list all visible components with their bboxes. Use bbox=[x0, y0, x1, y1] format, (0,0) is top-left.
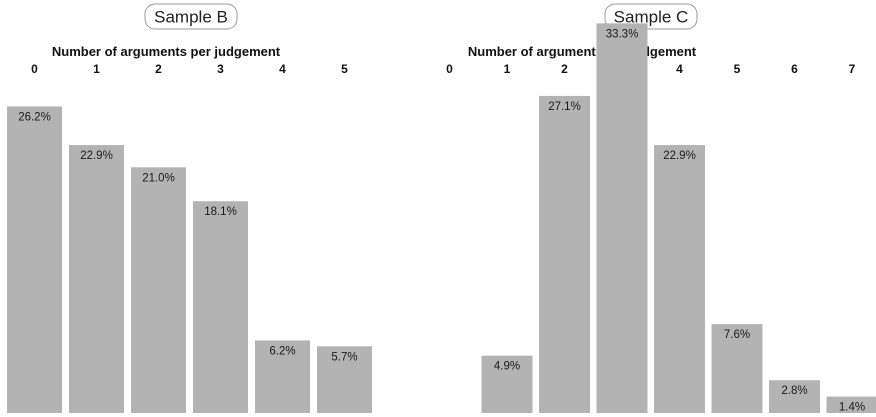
data-label: 26.2% bbox=[18, 111, 51, 123]
bar bbox=[826, 396, 876, 413]
data-label: 22.9% bbox=[663, 150, 696, 162]
bar bbox=[193, 201, 248, 413]
x-tick-label: 0 bbox=[446, 62, 453, 76]
data-label: 22.9% bbox=[80, 150, 113, 162]
bar bbox=[539, 95, 590, 414]
x-tick-labels: 0 1 2 3 4 5 bbox=[31, 62, 348, 76]
bar bbox=[596, 23, 648, 413]
x-tick-label: 1 bbox=[504, 62, 511, 76]
data-label: 6.2% bbox=[269, 345, 295, 357]
bar-series: 26.2% 22.9% 21.0% 18.1% 6.2% 5.7% bbox=[7, 106, 372, 414]
bar bbox=[481, 355, 533, 413]
data-label: 4.9% bbox=[494, 361, 520, 373]
bar bbox=[69, 145, 124, 413]
x-tick-label: 4 bbox=[676, 62, 683, 76]
chart-title-box bbox=[604, 3, 698, 30]
data-label: 33.3% bbox=[606, 28, 639, 40]
bar bbox=[131, 167, 186, 413]
x-tick-labels: 01234567 bbox=[446, 62, 856, 76]
bar-series: 4.9% 27.1% 33.3% 22.9% 7.6% 2.8% 1.4% bbox=[481, 23, 876, 414]
x-tick-label: 2 bbox=[155, 62, 162, 76]
x-tick-label: 0 bbox=[31, 62, 38, 76]
data-label: 2.8% bbox=[781, 385, 807, 397]
x-tick-label: 4 bbox=[279, 62, 286, 76]
data-label: 18.1% bbox=[204, 206, 237, 218]
bar bbox=[769, 380, 820, 413]
x-axis-title: Number of arguments per judgement bbox=[468, 44, 697, 59]
chart-panel-sample-c: Sample C Number of arguments per judgeme… bbox=[446, 3, 876, 414]
x-tick-label: 5 bbox=[341, 62, 348, 76]
data-label: 1.4% bbox=[839, 402, 865, 414]
chart-title: Sample B bbox=[154, 8, 228, 27]
chart-title: Sample C bbox=[614, 8, 689, 27]
x-tick-label: 7 bbox=[849, 62, 856, 76]
bar bbox=[654, 145, 705, 413]
x-tick-label: 3 bbox=[217, 62, 224, 76]
x-tick-label: 2 bbox=[561, 62, 568, 76]
bar bbox=[317, 346, 372, 413]
bar bbox=[711, 324, 763, 413]
data-label: 5.7% bbox=[331, 351, 357, 363]
x-tick-label: 1 bbox=[93, 62, 100, 76]
data-label: 7.6% bbox=[724, 329, 750, 341]
data-label: 27.1% bbox=[548, 101, 581, 113]
bar bbox=[7, 106, 62, 414]
x-tick-label: 6 bbox=[791, 62, 798, 76]
x-tick-label: 5 bbox=[734, 62, 741, 76]
data-label: 21.0% bbox=[142, 172, 175, 184]
x-axis-title: Number of arguments per judgement bbox=[52, 44, 281, 59]
chart-panel-sample-b: Sample B Number of arguments per judgeme… bbox=[7, 3, 372, 414]
chart-title-box bbox=[144, 3, 238, 30]
bar bbox=[255, 340, 310, 413]
